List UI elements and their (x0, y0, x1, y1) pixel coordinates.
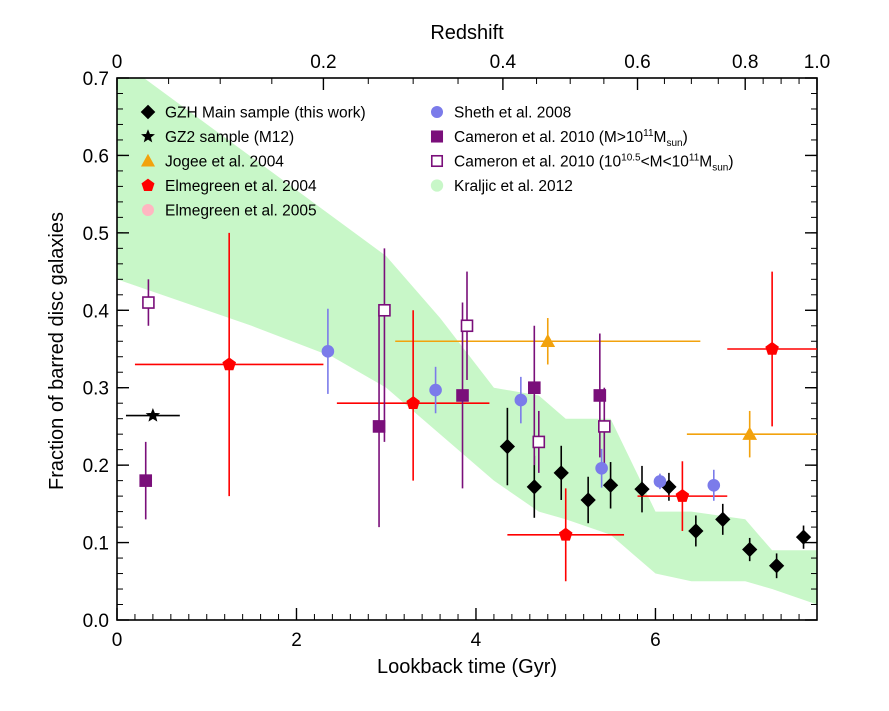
gzh-main-sample-this-work-point (768, 558, 785, 574)
kraljic-band (117, 78, 817, 605)
gz2-sample-m12-point (145, 407, 161, 422)
elmegreen-et-al-2004-point (222, 357, 236, 371)
sheth-et-al-2008-point (707, 478, 721, 492)
legend-label-part: ) (683, 129, 688, 146)
legend-label-part: 11 (643, 128, 654, 139)
legend-marker (140, 104, 156, 120)
legend-label-part: Elmegreen et al. 2005 (165, 203, 317, 220)
y-tick-label: 0.0 (83, 611, 109, 632)
legend-label: Kraljic et al. 2012 (454, 178, 573, 195)
y-tick-label: 0.5 (83, 224, 109, 245)
gzh-main-sample-this-work-point (553, 465, 569, 481)
sheth-et-al-2008-point (653, 475, 667, 488)
legend-label: GZH Main sample (this work) (165, 105, 366, 122)
cameron-et-al-2010-m-10-11-msun-point (139, 474, 153, 487)
y-axis-title: Fraction of barred disc galaxies (46, 212, 68, 490)
legend-label-part: sun (712, 163, 728, 174)
sheth-et-al-2008-point (514, 393, 528, 407)
legend-marker (141, 129, 155, 143)
legend-label-part: GZ2 sample (M12) (165, 129, 294, 146)
gzh-main-sample-this-work-point (602, 477, 619, 493)
legend-label-part: Elmegreen et al. 2004 (165, 178, 317, 195)
x-tick-label: 2 (291, 630, 302, 651)
x-tick-label: 4 (471, 630, 482, 651)
gzh-main-sample-this-work-point (688, 523, 704, 539)
legend: GZH Main sample (this work) GZ2 sample (M… (140, 104, 734, 220)
legend-label-part: 10.5 (621, 153, 641, 164)
x-tick-label: 0 (112, 630, 123, 651)
cameron-et-al-2010-m-10-11-msun-point (593, 389, 607, 402)
legend-marker (430, 105, 444, 119)
legend-marker (141, 178, 155, 191)
legend-marker (430, 154, 444, 168)
legend-label-part: GZH Main sample (this work) (165, 105, 366, 122)
marker-layer (139, 296, 812, 574)
legend-label: Elmegreen et al. 2004 (165, 178, 317, 195)
top-axis-title: Redshift (430, 22, 504, 44)
x-tick-label: 6 (650, 630, 661, 651)
top-tick-label: 1.0 (804, 52, 830, 73)
legend-label: Elmegreen et al. 2005 (165, 203, 317, 220)
gzh-main-sample-this-work-point (742, 541, 758, 558)
legend-marker (430, 130, 444, 143)
band-layer (117, 78, 817, 605)
legend-marker (430, 179, 444, 192)
legend-marker (140, 153, 156, 167)
y-tick-label: 0.2 (83, 456, 109, 477)
legend-label-part: Jogee et al. 2004 (165, 154, 284, 171)
sheth-et-al-2008-point (429, 383, 442, 397)
top-tick-label: 0.8 (732, 52, 758, 73)
gzh-main-sample-this-work-point (580, 492, 596, 508)
y-tick-label: 0.3 (83, 379, 109, 400)
y-tick-label: 0.1 (83, 534, 109, 555)
legend-label: Cameron et al. 2010 (M>1011Msun) (454, 128, 688, 149)
jogee-et-al-2004-point (540, 333, 556, 347)
legend-label-part: Kraljic et al. 2012 (454, 178, 573, 195)
legend-label: Cameron et al. 2010 (1010.5<M<1011Msun) (454, 153, 734, 174)
legend-marker (141, 203, 155, 217)
gzh-main-sample-this-work-point (526, 479, 542, 495)
gzh-main-sample-this-work-point (634, 481, 650, 497)
legend-label-part: 11 (689, 153, 700, 164)
gzh-main-sample-this-work-point (795, 529, 812, 545)
cameron-et-al-2010-10-10-5-m-10-11-msun-point (598, 420, 611, 433)
axes-layer: 0.00.10.20.30.40.50.60.70 2 4 60 0.2 0.4 0.6 0.… (83, 52, 831, 651)
legend-label-part: M (699, 154, 712, 171)
elmegreen-et-al-2004-point (765, 341, 779, 355)
top-tick-label: 0.4 (490, 52, 517, 73)
cameron-et-al-2010-10-10-5-m-10-11-msun-point (378, 303, 391, 317)
top-tick-label: 0.6 (624, 52, 650, 73)
cameron-et-al-2010-10-10-5-m-10-11-msun-point (532, 435, 546, 449)
x-axis-title: Lookback time (Gyr) (377, 656, 557, 678)
y-tick-label: 0.7 (83, 69, 109, 90)
legend-label-part: Cameron et al. 2010 (10 (454, 154, 622, 171)
elmegreen-et-al-2004-point (558, 527, 573, 541)
top-tick-label: 0.2 (310, 52, 336, 73)
legend-label: GZ2 sample (M12) (165, 129, 294, 146)
legend-label-part: <M<10 (641, 154, 690, 171)
y-tick-label: 0.6 (83, 146, 109, 167)
cameron-et-al-2010-10-10-5-m-10-11-msun-point (142, 296, 155, 309)
gzh-main-sample-this-work-point (499, 438, 516, 455)
legend-label: Jogee et al. 2004 (165, 154, 284, 171)
cameron-et-al-2010-m-10-11-msun-point (372, 420, 386, 433)
legend-label-part: sun (666, 138, 682, 149)
jogee-et-al-2004-point (742, 426, 758, 440)
elmegreen-et-al-2004-point (675, 488, 690, 502)
legend-label-part: Cameron et al. 2010 (M>10 (454, 129, 643, 146)
cameron-et-al-2010-m-10-11-msun-point (528, 381, 541, 395)
legend-label-part: M (654, 129, 667, 146)
cameron-et-al-2010-m-10-11-msun-point (456, 389, 469, 402)
gzh-main-sample-this-work-point (715, 511, 731, 527)
top-tick-label: 0 (112, 52, 123, 73)
elmegreen-et-al-2004-point (406, 396, 420, 409)
sheth-et-al-2008-point (321, 345, 335, 358)
cameron-et-al-2010-10-10-5-m-10-11-msun-point (460, 319, 474, 333)
legend-label: Sheth et al. 2008 (454, 105, 571, 122)
legend-label-part: ) (728, 154, 733, 171)
sheth-et-al-2008-point (595, 461, 608, 475)
legend-label-part: Sheth et al. 2008 (454, 105, 571, 122)
y-tick-label: 0.4 (83, 301, 110, 322)
